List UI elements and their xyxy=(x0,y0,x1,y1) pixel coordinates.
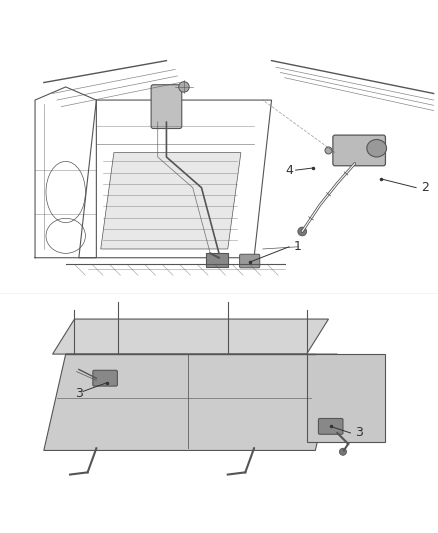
Circle shape xyxy=(179,82,189,92)
FancyBboxPatch shape xyxy=(318,418,343,434)
Circle shape xyxy=(325,147,332,154)
Text: 1: 1 xyxy=(294,240,302,253)
Text: 3: 3 xyxy=(75,387,83,400)
Bar xyxy=(206,253,228,266)
FancyBboxPatch shape xyxy=(93,370,117,386)
FancyBboxPatch shape xyxy=(151,85,182,128)
Polygon shape xyxy=(53,319,328,354)
Text: 4: 4 xyxy=(285,164,293,176)
Text: 2: 2 xyxy=(421,181,429,194)
Circle shape xyxy=(298,227,307,236)
Ellipse shape xyxy=(367,140,387,157)
Polygon shape xyxy=(44,354,337,450)
Polygon shape xyxy=(307,354,385,442)
FancyBboxPatch shape xyxy=(240,254,260,268)
Polygon shape xyxy=(101,152,241,249)
Circle shape xyxy=(339,448,346,455)
Text: 3: 3 xyxy=(355,426,363,439)
FancyBboxPatch shape xyxy=(333,135,385,166)
